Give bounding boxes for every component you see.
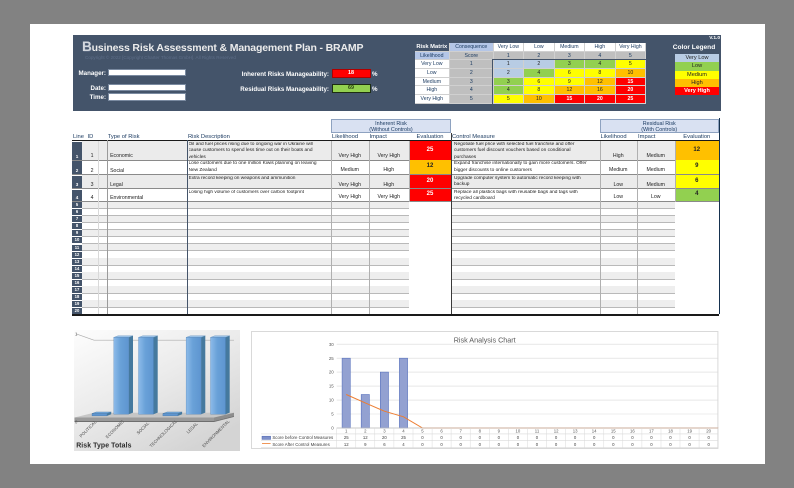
svg-text:0: 0: [536, 442, 539, 447]
svg-text:0: 0: [498, 435, 501, 440]
svg-text:8: 8: [479, 429, 482, 434]
svg-text:12: 12: [363, 435, 368, 440]
svg-text:6: 6: [441, 429, 444, 434]
svg-text:17: 17: [649, 429, 654, 434]
svg-text:5: 5: [332, 412, 335, 417]
svg-text:4: 4: [403, 429, 406, 434]
svg-text:0: 0: [517, 435, 520, 440]
svg-text:9: 9: [498, 429, 501, 434]
svg-text:19: 19: [688, 429, 693, 434]
svg-text:0: 0: [498, 442, 501, 447]
svg-text:0: 0: [422, 435, 425, 440]
svg-text:3: 3: [383, 429, 386, 434]
svg-text:0: 0: [574, 435, 577, 440]
svg-text:10: 10: [329, 398, 334, 403]
svg-text:12: 12: [554, 429, 559, 434]
svg-text:15: 15: [611, 429, 616, 434]
svg-text:9: 9: [364, 442, 367, 447]
svg-text:12: 12: [344, 442, 349, 447]
svg-text:20: 20: [329, 370, 334, 375]
svg-text:0: 0: [441, 435, 444, 440]
svg-text:0: 0: [555, 442, 558, 447]
svg-text:0: 0: [422, 442, 425, 447]
svg-text:0: 0: [479, 442, 482, 447]
svg-text:Score before Control Measures: Score before Control Measures: [273, 435, 335, 440]
svg-text:0: 0: [517, 442, 520, 447]
svg-text:0: 0: [460, 442, 463, 447]
svg-text:11: 11: [535, 429, 540, 434]
svg-text:0: 0: [593, 442, 596, 447]
svg-text:7: 7: [460, 429, 463, 434]
svg-text:1: 1: [345, 429, 348, 434]
svg-text:4: 4: [403, 442, 406, 447]
svg-text:5: 5: [422, 429, 425, 434]
svg-text:13: 13: [573, 429, 578, 434]
svg-text:Score After Control Measures: Score After Control Measures: [273, 442, 331, 447]
svg-text:0: 0: [460, 435, 463, 440]
svg-text:6: 6: [383, 442, 386, 447]
svg-text:0: 0: [689, 442, 692, 447]
svg-text:0: 0: [593, 435, 596, 440]
svg-text:0: 0: [612, 442, 615, 447]
svg-text:20: 20: [382, 435, 387, 440]
svg-text:1: 1: [75, 332, 78, 337]
svg-text:0: 0: [574, 442, 577, 447]
svg-text:25: 25: [401, 435, 406, 440]
svg-text:0: 0: [708, 435, 711, 440]
svg-text:0: 0: [332, 426, 335, 431]
svg-text:0: 0: [536, 435, 539, 440]
svg-text:Risk Analysis Chart: Risk Analysis Chart: [454, 336, 516, 345]
svg-text:0: 0: [670, 435, 673, 440]
svg-text:0: 0: [555, 435, 558, 440]
svg-text:18: 18: [668, 429, 673, 434]
svg-text:15: 15: [329, 384, 334, 389]
svg-text:2: 2: [364, 429, 367, 434]
svg-text:20: 20: [707, 429, 712, 434]
svg-text:25: 25: [344, 435, 349, 440]
svg-text:0: 0: [631, 442, 634, 447]
svg-text:0: 0: [75, 420, 78, 425]
svg-text:0: 0: [479, 435, 482, 440]
svg-text:25: 25: [329, 356, 334, 361]
svg-text:0: 0: [708, 442, 711, 447]
svg-text:0: 0: [650, 442, 653, 447]
svg-text:0: 0: [441, 442, 444, 447]
svg-text:30: 30: [329, 342, 334, 347]
svg-text:10: 10: [516, 429, 521, 434]
svg-text:0: 0: [650, 435, 653, 440]
svg-text:16: 16: [630, 429, 635, 434]
svg-text:0: 0: [670, 442, 673, 447]
svg-text:Risk Type Totals: Risk Type Totals: [76, 443, 131, 450]
svg-text:0: 0: [631, 435, 634, 440]
svg-text:14: 14: [592, 429, 597, 434]
svg-text:0: 0: [612, 435, 615, 440]
svg-text:0: 0: [689, 435, 692, 440]
